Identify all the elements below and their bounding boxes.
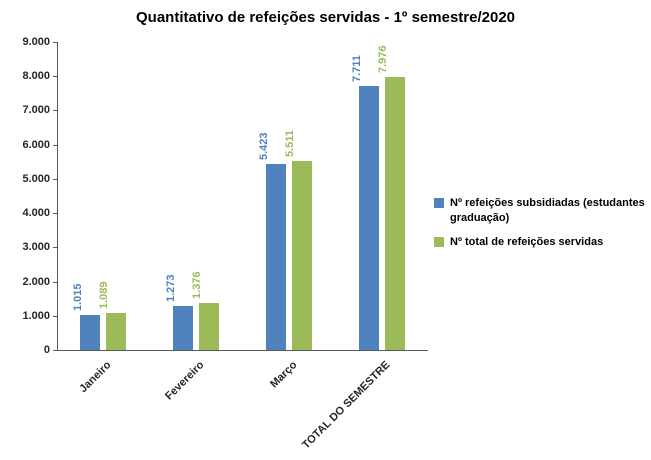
- category-label: TOTAL DO SEMESTRE: [299, 359, 393, 452]
- legend-swatch-icon: [434, 198, 444, 208]
- y-tick-mark: [53, 316, 57, 317]
- legend-swatch-icon: [434, 236, 444, 247]
- y-axis-line: [57, 42, 58, 351]
- bar-total: [291, 161, 312, 350]
- y-axis-tick-label: 4.000: [22, 207, 50, 219]
- legend-label: Nº refeições subsidiadas (estudantes gra…: [450, 197, 645, 224]
- category-label: Janeiro: [77, 359, 114, 396]
- y-tick-mark: [53, 247, 57, 248]
- chart-title: Quantitativo de refeições servidas - 1º …: [136, 9, 515, 26]
- bar-value-label: 5.423: [257, 132, 270, 161]
- bar-subsidiadas: [358, 86, 379, 350]
- bar-subsidiadas: [265, 164, 286, 350]
- y-tick-mark: [53, 110, 57, 111]
- y-axis-tick-label: 7.000: [22, 104, 50, 116]
- y-axis-tick-label: 6.000: [22, 139, 50, 151]
- category-label: Fevereiro: [163, 359, 207, 403]
- bar-value-label: 5.511: [283, 130, 296, 158]
- y-axis-tick-label: 0: [43, 344, 50, 356]
- y-tick-mark: [53, 145, 57, 146]
- bar-total: [106, 312, 127, 350]
- bar-value-label: 1.089: [98, 281, 111, 309]
- bar-value-label: 7.711: [350, 55, 363, 83]
- y-tick-mark: [53, 350, 57, 351]
- y-tick-mark: [53, 213, 57, 214]
- y-axis-tick-label: 3.000: [22, 241, 50, 253]
- bar-subsidiadas: [173, 306, 194, 350]
- y-axis-tick-label: 1.000: [22, 310, 50, 322]
- bar-total: [199, 302, 220, 350]
- x-axis-line: [57, 350, 428, 351]
- y-axis-tick-label: 9.000: [22, 36, 50, 48]
- y-axis-tick-label: 8.000: [22, 70, 50, 82]
- bar-value-label: 1.376: [191, 271, 204, 299]
- bar-value-label: 7.976: [376, 45, 389, 74]
- legend-item: Nº refeições subsidiadas (estudantes gra…: [434, 196, 648, 226]
- y-tick-mark: [53, 76, 57, 77]
- legend: Nº refeições subsidiadas (estudantes gra…: [434, 196, 648, 259]
- y-tick-mark: [53, 42, 57, 43]
- y-tick-mark: [53, 282, 57, 283]
- category-label: Março: [267, 359, 300, 391]
- legend-item: Nº total de refeições servidas: [434, 235, 648, 250]
- y-axis-tick-label: 5.000: [22, 173, 50, 185]
- bar-total: [384, 77, 405, 350]
- bar-subsidiadas: [80, 315, 101, 350]
- legend-label: Nº total de refeições servidas: [450, 235, 604, 248]
- y-tick-mark: [53, 179, 57, 180]
- y-axis-tick-label: 2.000: [22, 276, 50, 288]
- bar-value-label: 1.015: [72, 283, 85, 312]
- bar-value-label: 1.273: [165, 274, 178, 303]
